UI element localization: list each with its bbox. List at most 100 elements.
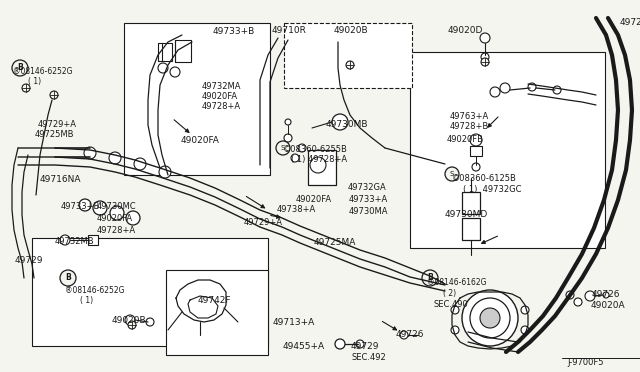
Circle shape xyxy=(566,291,574,299)
Text: ®08146-6162G: ®08146-6162G xyxy=(427,278,486,287)
Circle shape xyxy=(574,298,582,306)
Circle shape xyxy=(553,86,561,94)
Text: 49728+B: 49728+B xyxy=(450,122,489,131)
Circle shape xyxy=(134,158,146,170)
Text: 49020FA: 49020FA xyxy=(202,92,238,101)
Bar xyxy=(32,238,268,346)
Bar xyxy=(470,146,482,156)
Bar xyxy=(308,150,336,185)
Text: 49732MB: 49732MB xyxy=(55,237,95,246)
Circle shape xyxy=(125,315,135,325)
Text: 49742F: 49742F xyxy=(198,296,232,305)
Text: SEC.490: SEC.490 xyxy=(434,300,468,309)
Circle shape xyxy=(60,270,76,286)
Text: 49763+A: 49763+A xyxy=(450,112,489,121)
Text: S: S xyxy=(450,171,454,177)
Circle shape xyxy=(472,163,480,171)
Circle shape xyxy=(93,201,107,215)
Circle shape xyxy=(158,63,168,73)
Circle shape xyxy=(110,206,124,220)
Text: 49729: 49729 xyxy=(15,256,44,265)
Circle shape xyxy=(356,340,364,348)
Bar xyxy=(462,218,480,240)
Circle shape xyxy=(462,290,518,346)
Text: 49725MB: 49725MB xyxy=(35,130,74,139)
Circle shape xyxy=(50,91,58,99)
Bar xyxy=(175,40,191,62)
Circle shape xyxy=(603,292,609,298)
Text: 49732MA: 49732MA xyxy=(202,82,241,91)
Circle shape xyxy=(480,308,500,328)
Circle shape xyxy=(128,321,136,329)
Text: 49020B: 49020B xyxy=(334,26,369,35)
Circle shape xyxy=(22,84,30,92)
Circle shape xyxy=(470,134,482,146)
Bar xyxy=(88,235,98,245)
Text: B: B xyxy=(427,273,433,282)
Text: ®08146-6252G: ®08146-6252G xyxy=(13,67,72,76)
Text: 49729+A: 49729+A xyxy=(38,120,77,129)
Text: 49728+A: 49728+A xyxy=(97,226,136,235)
Text: 49733+B: 49733+B xyxy=(213,27,255,36)
Bar xyxy=(124,23,270,175)
Text: 49730MC: 49730MC xyxy=(97,202,136,211)
Circle shape xyxy=(521,326,529,334)
Text: J-9700F5: J-9700F5 xyxy=(567,358,604,367)
Circle shape xyxy=(451,306,459,314)
Circle shape xyxy=(12,60,28,76)
Circle shape xyxy=(79,199,91,211)
Text: 49730MD: 49730MD xyxy=(445,210,488,219)
Circle shape xyxy=(400,331,408,339)
Text: 49726: 49726 xyxy=(592,290,621,299)
Circle shape xyxy=(490,87,500,97)
Circle shape xyxy=(60,235,70,245)
Circle shape xyxy=(422,270,438,286)
Text: SEC.492: SEC.492 xyxy=(352,353,387,362)
Text: B: B xyxy=(17,64,23,73)
Text: 49713+A: 49713+A xyxy=(273,318,316,327)
Circle shape xyxy=(346,61,354,69)
Circle shape xyxy=(170,67,180,77)
Text: 49726: 49726 xyxy=(396,330,424,339)
Circle shape xyxy=(159,166,171,178)
Text: 49720: 49720 xyxy=(620,18,640,27)
Text: 49725MA: 49725MA xyxy=(314,238,356,247)
Text: 49020FA: 49020FA xyxy=(97,214,133,223)
Text: ®08146-6252G: ®08146-6252G xyxy=(65,286,125,295)
Circle shape xyxy=(585,291,595,301)
Circle shape xyxy=(528,83,536,91)
Bar xyxy=(410,52,605,248)
Circle shape xyxy=(451,326,459,334)
Text: 49020FB: 49020FB xyxy=(447,135,484,144)
Text: 49020B: 49020B xyxy=(112,316,147,325)
Circle shape xyxy=(481,58,489,66)
Circle shape xyxy=(298,144,306,152)
Text: 49716NA: 49716NA xyxy=(40,175,81,184)
Text: 49020FA: 49020FA xyxy=(181,136,220,145)
Text: ( 1)  49732GC: ( 1) 49732GC xyxy=(463,185,522,194)
Bar xyxy=(284,23,412,88)
Text: ( 1): ( 1) xyxy=(28,77,41,86)
Circle shape xyxy=(310,157,326,173)
Circle shape xyxy=(481,53,489,61)
Circle shape xyxy=(291,154,299,162)
Text: 49733+A: 49733+A xyxy=(349,195,388,204)
Circle shape xyxy=(445,167,459,181)
Circle shape xyxy=(480,33,490,43)
Text: 49733+B: 49733+B xyxy=(61,202,100,211)
Circle shape xyxy=(276,141,290,155)
Text: 49732GA: 49732GA xyxy=(348,183,387,192)
Text: 49729: 49729 xyxy=(351,342,380,351)
Text: 49710R: 49710R xyxy=(272,26,307,35)
Text: S: S xyxy=(281,145,285,151)
Circle shape xyxy=(332,114,348,130)
Text: 49730MB: 49730MB xyxy=(326,120,369,129)
Circle shape xyxy=(470,298,510,338)
Circle shape xyxy=(285,119,291,125)
Bar xyxy=(166,270,268,355)
Bar xyxy=(158,43,172,61)
Text: ( 1): ( 1) xyxy=(80,296,93,305)
Text: B: B xyxy=(65,273,71,282)
Circle shape xyxy=(521,306,529,314)
Circle shape xyxy=(109,152,121,164)
